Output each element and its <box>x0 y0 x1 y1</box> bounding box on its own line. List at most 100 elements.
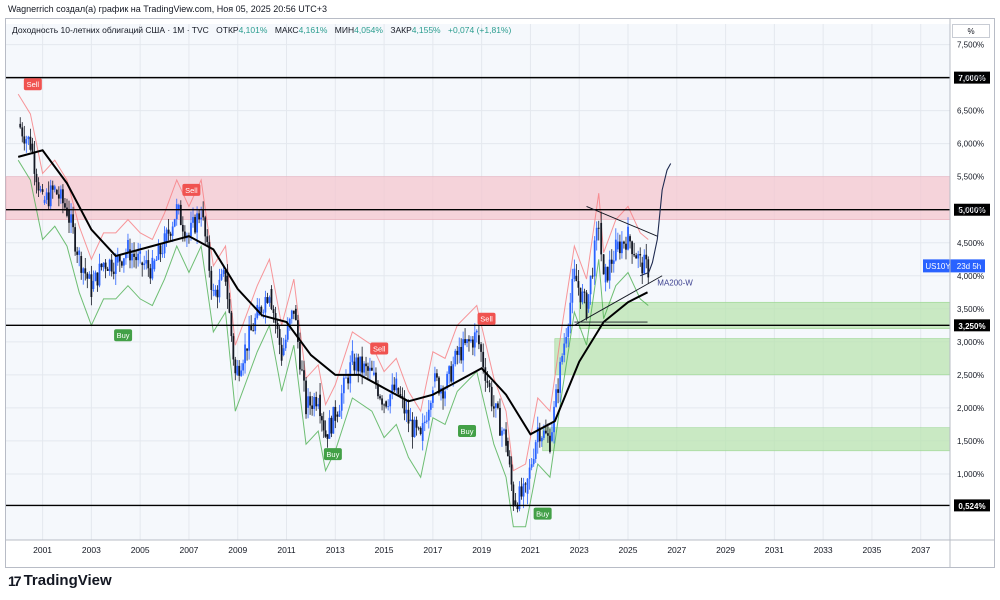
candle-body <box>359 356 362 372</box>
candle-body <box>532 458 535 465</box>
candle-body <box>462 339 465 361</box>
candle-body <box>385 401 388 407</box>
candle-body <box>454 350 457 365</box>
candle-body <box>262 312 265 314</box>
candle-body <box>627 226 629 250</box>
candle-body <box>33 152 36 174</box>
y-tick-label: 2,500% <box>957 371 984 380</box>
low-label: МИН <box>334 25 355 35</box>
candle-body <box>475 330 478 333</box>
tradingview-logo[interactable]: 17 TradingView <box>8 572 112 589</box>
candle-body <box>349 362 352 384</box>
candle-body <box>340 393 343 411</box>
scale-mode-button[interactable]: % <box>952 24 990 38</box>
candle-body <box>625 243 627 250</box>
candle-body <box>334 406 337 421</box>
candle-body <box>230 312 233 337</box>
candle-body <box>145 260 148 264</box>
candle-body <box>177 204 180 210</box>
candle-body <box>62 189 64 204</box>
candle-body <box>407 409 410 424</box>
candle-body <box>643 254 646 274</box>
buy-signal-label: Buy <box>536 510 549 519</box>
candle-body <box>600 222 603 255</box>
candle-body <box>618 241 621 254</box>
candle-body <box>425 420 428 422</box>
candle-body <box>299 341 301 370</box>
y-tick-label: 4,000% <box>957 272 984 281</box>
candle-body <box>159 245 162 255</box>
candle-body <box>516 504 519 510</box>
candle-body <box>246 348 248 351</box>
level-label: 0,524% <box>958 502 985 511</box>
high-value: 4,161% <box>298 25 328 35</box>
candle-body <box>508 456 511 465</box>
candle-body <box>55 189 58 195</box>
candle-body <box>108 259 111 271</box>
candle-body <box>391 384 394 395</box>
candle-body <box>623 241 625 244</box>
close-value: 4,155% <box>411 25 441 35</box>
legend-title: Доходность 10-летних облигаций США · 1M … <box>12 25 209 35</box>
candle-body <box>68 209 70 223</box>
candle-body <box>569 302 572 327</box>
candle-body <box>379 396 381 399</box>
level-label-box <box>954 71 990 84</box>
candle-body <box>530 464 533 468</box>
x-tick-label: 2007 <box>179 545 198 555</box>
candle-body <box>137 253 140 261</box>
candle-body <box>161 253 164 255</box>
candle-body <box>621 241 623 254</box>
candle-body <box>120 261 123 266</box>
candle-body <box>612 260 615 264</box>
y-tick-label: 3,000% <box>957 338 984 347</box>
candle-body <box>214 289 217 296</box>
candle-body <box>76 251 79 255</box>
candle-body <box>604 266 607 283</box>
candle-body <box>100 263 103 268</box>
candle-body <box>218 279 221 298</box>
candle-body <box>563 343 566 356</box>
candle-body <box>492 406 495 409</box>
candle-body <box>228 299 231 313</box>
candle-body <box>309 396 311 406</box>
candle-body <box>375 372 377 385</box>
candle-body <box>57 194 60 199</box>
candle-body <box>64 203 66 208</box>
y-tick-label: 7,000% <box>957 74 984 83</box>
candle-body <box>434 373 436 382</box>
candle-body <box>534 442 537 459</box>
candle-body <box>208 241 211 271</box>
candle-body <box>90 274 93 297</box>
candle-body <box>488 382 491 387</box>
y-tick-label: 5,500% <box>957 173 984 182</box>
countdown-tag: 23d 5h <box>957 262 981 271</box>
candle-body <box>565 336 568 344</box>
candle-body <box>31 143 34 153</box>
candle-body <box>41 189 44 192</box>
candle-body <box>200 217 203 220</box>
candle-body <box>153 260 156 270</box>
candle-body <box>538 427 541 442</box>
sell-signal-badge <box>477 312 496 325</box>
candle-body <box>112 271 115 274</box>
x-tick-label: 2033 <box>814 545 833 555</box>
candle-body <box>252 330 255 332</box>
candle-body <box>503 429 505 431</box>
y-tick-label: 6,500% <box>957 107 984 116</box>
support-zone <box>542 427 951 452</box>
candle-body <box>27 136 30 140</box>
candle-body <box>78 250 81 255</box>
sell-signal-label: Sell <box>373 344 386 353</box>
candle-body <box>311 405 314 409</box>
buy-signal-label: Buy <box>117 331 130 340</box>
candle-body <box>544 430 547 434</box>
candle-body <box>484 367 487 381</box>
candle-body <box>421 423 424 441</box>
candle-body <box>522 483 525 497</box>
candle-body <box>419 427 422 434</box>
candle-body <box>88 274 91 279</box>
candle-body <box>595 227 598 241</box>
candle-body <box>351 350 354 363</box>
